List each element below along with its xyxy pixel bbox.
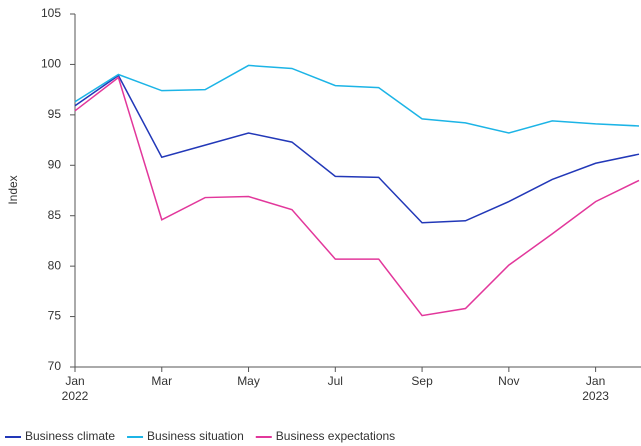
legend-item: Business climate [5,429,115,443]
x-tick-label: Jan 2022 [62,374,89,403]
legend-label: Business climate [25,429,115,443]
y-tick-label: 100 [41,57,61,71]
x-tick-label: May [237,374,260,388]
y-tick-label: 85 [48,208,62,222]
legend-item: Business expectations [255,429,395,443]
y-tick-label: 105 [41,6,61,20]
x-tick-label: Mar [151,374,172,388]
x-tick-label: Nov [498,374,519,388]
legend-label: Business situation [147,429,244,443]
y-tick-label: 95 [48,107,62,121]
series-line [74,74,640,224]
legend-label: Business expectations [276,429,395,443]
y-axis-label: Index [6,175,20,204]
y-tick-label: 80 [48,258,62,272]
series-line [74,76,640,317]
series-line [74,64,640,134]
y-tick-label: 75 [48,309,62,323]
x-tick-label: Jan 2023 [582,374,609,403]
y-tick-label: 70 [48,359,62,373]
y-tick-label: 90 [48,157,62,171]
x-tick-label: Jul [328,374,343,388]
x-tick-label: Sep [411,374,433,388]
legend-item: Business situation [127,429,244,443]
